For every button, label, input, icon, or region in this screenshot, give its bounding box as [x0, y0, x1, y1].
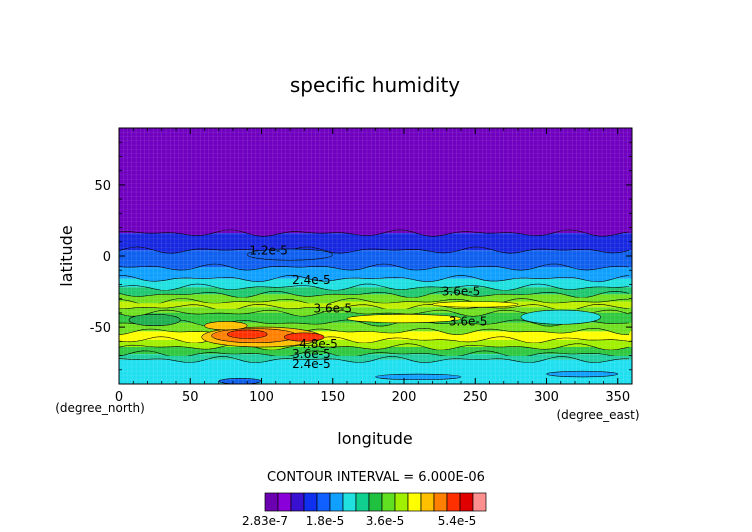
- latitude-band: [119, 233, 632, 251]
- contour-label: 2.4e-5: [292, 273, 330, 287]
- colorbar-swatch: [368, 492, 383, 512]
- colorbar-swatch: [316, 492, 331, 512]
- y-tick-label: 50: [94, 179, 111, 194]
- colorbar-label: 1.8e-5: [306, 514, 344, 528]
- latitude-band: [119, 278, 632, 288]
- plot-area: 1.2e-52.4e-53.6e-53.6e-53.6e-54.8e-53.6e…: [118, 127, 633, 385]
- band-edge: [119, 246, 632, 254]
- colorbar: 2.83e-7 1.8e-5 3.6e-5 5.4e-5: [242, 492, 487, 528]
- x-tick-label: 50: [182, 390, 199, 405]
- contour-label: 2.4e-5: [292, 357, 330, 371]
- contour-line: [118, 336, 630, 344]
- contour-line: [118, 303, 630, 311]
- contour-line: [118, 343, 630, 351]
- colorbar-swatch: [472, 492, 487, 512]
- colorbar-swatch: [433, 492, 448, 512]
- colorbar-label: 3.6e-5: [366, 514, 404, 528]
- contour-line: [118, 275, 630, 283]
- band-edge: [119, 263, 632, 271]
- contour-line: [118, 350, 630, 358]
- x-tick-label: 0: [115, 390, 123, 405]
- contour-label: 3.6e-5: [442, 285, 480, 299]
- band-edge: [119, 355, 632, 363]
- latitude-band: [119, 267, 632, 279]
- contour-line: [118, 246, 630, 254]
- contour-region: [375, 373, 462, 381]
- band-edge: [119, 290, 632, 298]
- contour-region: [283, 332, 325, 342]
- contour-region: [246, 248, 334, 261]
- colorbar-swatch: [394, 492, 409, 512]
- band-edge: [119, 327, 632, 335]
- x-unit-label: (degree_east): [556, 408, 639, 422]
- latitude-band: [119, 322, 632, 332]
- contour-line: [118, 319, 630, 327]
- latitude-band: [119, 331, 632, 340]
- contour-region: [432, 301, 519, 308]
- chart-title: specific humidity: [290, 73, 460, 97]
- colorbar-swatch: [355, 492, 370, 512]
- x-tick-label: 150: [320, 390, 345, 405]
- axis-ticks: 0 50 100 150 200 250 300 350 -50 0 50: [90, 128, 632, 405]
- contour-label: 3.6e-5: [292, 347, 330, 361]
- contour-line: [118, 327, 630, 336]
- contour-line: [118, 263, 630, 271]
- contour-region: [346, 314, 462, 324]
- contour-label: 3.6e-5: [314, 302, 352, 316]
- band-edge: [119, 283, 632, 291]
- contour-label: 4.8e-5: [299, 337, 337, 351]
- contour-region: [128, 314, 181, 326]
- x-axis-label: longitude: [337, 429, 412, 448]
- colorbar-swatch: [329, 492, 344, 512]
- x-tick-label: 100: [249, 390, 274, 405]
- colorbar-swatch: [381, 492, 396, 512]
- contour-region: [227, 329, 268, 339]
- colorbar-swatch: [342, 492, 357, 512]
- band-edge: [119, 308, 632, 317]
- colorbar-swatch: [290, 492, 305, 512]
- colorbar-swatch: [407, 492, 422, 512]
- x-tick-label: 200: [392, 390, 417, 405]
- contour-line: [118, 290, 630, 299]
- contour-line: [118, 229, 630, 237]
- colorbar-swatch: [446, 492, 461, 512]
- colorbar-swatch: [420, 492, 435, 512]
- contour-region: [204, 321, 248, 331]
- colorbar-swatch: [264, 492, 279, 512]
- band-edge: [119, 297, 632, 305]
- contour-line: [118, 356, 629, 363]
- contour-region: [546, 370, 619, 378]
- y-tick-label: -50: [90, 321, 111, 336]
- y-axis-label: latitude: [57, 225, 76, 286]
- contour-label: 3.6e-5: [449, 314, 487, 328]
- colorbar-label: 2.83e-7: [242, 514, 288, 528]
- contour-region: [520, 309, 601, 325]
- x-tick-label: 300: [534, 390, 559, 405]
- band-edge: [119, 350, 632, 358]
- colorbar-swatch: [459, 492, 474, 512]
- contour-label: 1.2e-5: [249, 243, 287, 257]
- contour-region: [218, 378, 262, 385]
- contour-interval-text: CONTOUR INTERVAL = 6.000E-06: [267, 470, 485, 485]
- latitude-band: [119, 128, 632, 234]
- x-tick-label: 250: [463, 390, 488, 405]
- contour-line: [118, 298, 629, 306]
- band-edge: [119, 229, 632, 237]
- contour-line: [118, 283, 630, 291]
- y-tick-label: 0: [103, 250, 111, 265]
- x-tick-label: 350: [605, 390, 630, 405]
- colorbar-swatch: [277, 492, 292, 512]
- y-unit-label: (degree_north): [55, 401, 145, 415]
- colorbar-swatch: [303, 492, 318, 512]
- colorbar-label: 5.4e-5: [438, 514, 476, 528]
